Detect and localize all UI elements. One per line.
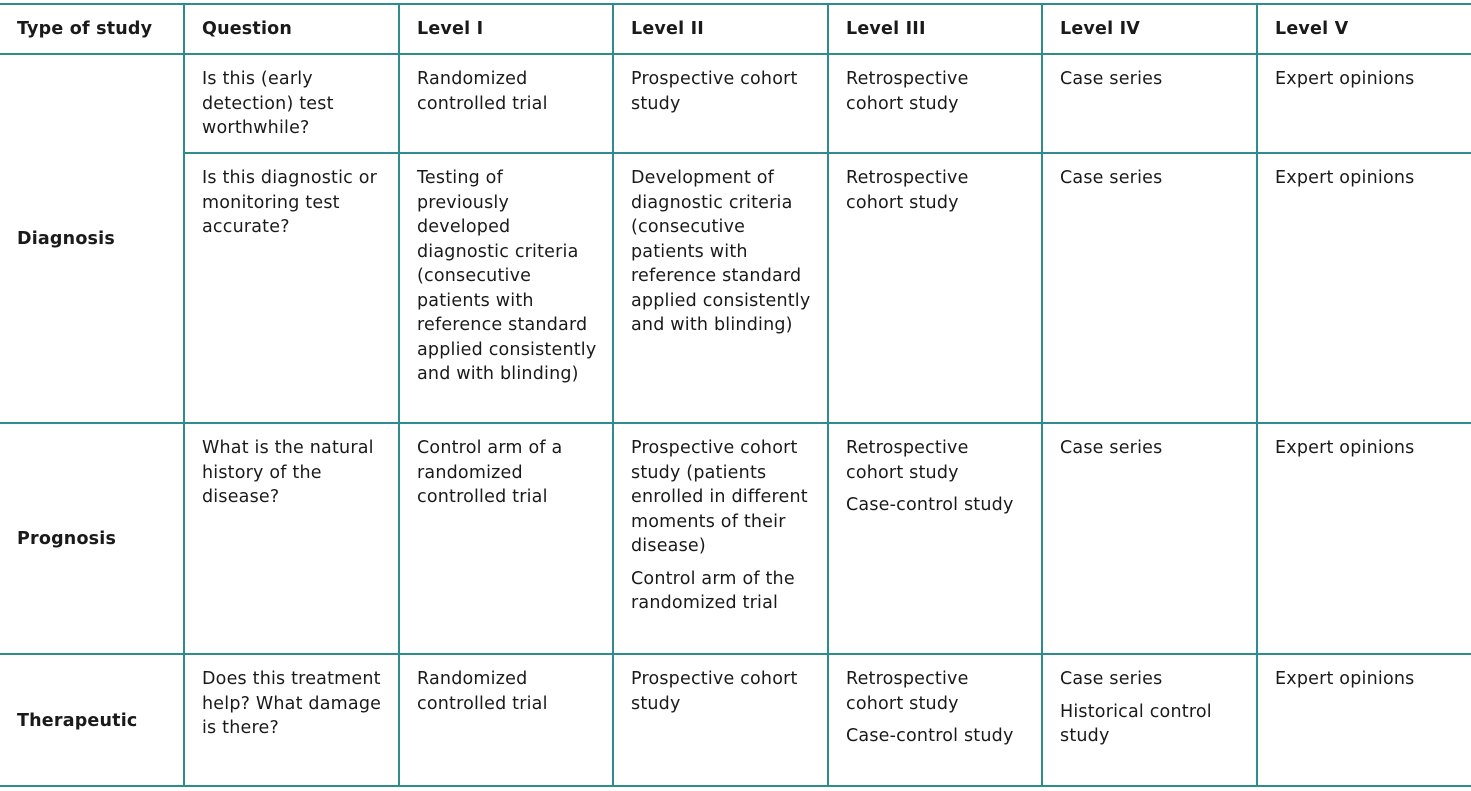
column-header: Question bbox=[183, 3, 400, 55]
level-cell: Prospective cohort study bbox=[612, 53, 829, 154]
level-cell: Case series bbox=[1041, 422, 1258, 655]
level-entry: Retrospective cohort study bbox=[846, 69, 969, 114]
level-entry: Prospective cohort study bbox=[631, 69, 798, 114]
level-entry: Case series bbox=[1060, 168, 1163, 188]
level-entry: Expert opinions bbox=[1275, 168, 1415, 188]
level-entry: Case-control study bbox=[846, 726, 1014, 746]
question: Does this treatment help? What damage is… bbox=[183, 653, 400, 787]
level-cell: Expert opinions bbox=[1256, 53, 1471, 154]
table-body: Diagnosis Is this (early detection) test … bbox=[0, 53, 1471, 787]
evidence-table: Type of study Question Level I Level II Leve… bbox=[0, 3, 1471, 787]
level-entry: Case series bbox=[1060, 438, 1163, 458]
table-row: Therapeutic Does this treatment help? Wha… bbox=[0, 653, 1471, 787]
question: Is this diagnostic or monitoring test ac… bbox=[184, 152, 400, 424]
question: Is this (early detection) test worthwhil… bbox=[183, 53, 400, 154]
question: What is the natural history of the disea… bbox=[183, 422, 400, 655]
column-header: Level V bbox=[1256, 3, 1471, 55]
level-cell: Testing of previously developed diagnost… bbox=[398, 152, 614, 424]
level-cell: Case series Historical control study bbox=[1041, 653, 1258, 787]
level-entry: Case series bbox=[1060, 69, 1163, 89]
header-row: Type of study Question Level I Level II Leve… bbox=[0, 3, 1471, 55]
level-cell: Randomized controlled trial bbox=[398, 653, 614, 787]
level-entry: Retrospective cohort study bbox=[846, 168, 969, 213]
level-cell: Case series bbox=[1041, 152, 1258, 424]
page-body: {"table": { "header": ["Type of study", … bbox=[0, 3, 1471, 791]
level-cell: Retrospective cohort study Case-control s… bbox=[827, 422, 1043, 655]
level-entry: Development of diagnostic criteria (cons… bbox=[631, 168, 811, 335]
level-cell: Prospective cohort study (patients enrol… bbox=[612, 422, 829, 655]
level-cell: Retrospective cohort study Case-control s… bbox=[827, 653, 1043, 787]
column-header: Level IV bbox=[1041, 3, 1258, 55]
level-entry: Expert opinions bbox=[1275, 69, 1415, 89]
level-entry: Case-control study bbox=[846, 495, 1014, 515]
level-cell: Control arm of a randomized controlled t… bbox=[398, 422, 614, 655]
column-header: Level I bbox=[398, 3, 614, 55]
column-header: Level II bbox=[612, 3, 829, 55]
level-entry: Control arm of the randomized trial bbox=[631, 568, 795, 614]
level-entry: Historical control study bbox=[1060, 701, 1212, 747]
column-header: Type of study bbox=[0, 3, 185, 55]
level-entry: Expert opinions bbox=[1275, 669, 1415, 689]
level-entry: Case series bbox=[1060, 669, 1163, 689]
level-cell: Expert opinions bbox=[1256, 422, 1471, 655]
table-row: Is this diagnostic or monitoring test ac… bbox=[0, 152, 1471, 424]
level-cell: Development of diagnostic criteria (cons… bbox=[612, 152, 829, 424]
level-entry: Prospective cohort study bbox=[631, 669, 798, 714]
column-header: Level III bbox=[827, 3, 1043, 55]
level-entry: Prospective cohort study (patients enrol… bbox=[631, 438, 808, 556]
level-entry: Randomized controlled trial bbox=[417, 69, 548, 114]
table-header: Type of study Question Level I Level II Leve… bbox=[0, 3, 1471, 55]
table-row: Diagnosis Is this (early detection) test … bbox=[0, 53, 1471, 424]
level-entry: Expert opinions bbox=[1275, 438, 1415, 458]
level-entry: Randomized controlled trial bbox=[417, 669, 548, 714]
study-type: Diagnosis bbox=[0, 53, 185, 424]
level-cell: Case series bbox=[1041, 53, 1258, 154]
level-entry: Testing of previously developed diagnost… bbox=[417, 168, 597, 384]
level-cell: Randomized controlled trial bbox=[398, 53, 614, 154]
study-type: Therapeutic bbox=[0, 653, 185, 787]
level-entry: Retrospective cohort study bbox=[846, 669, 969, 714]
level-entry: Control arm of a randomized controlled t… bbox=[417, 438, 563, 507]
level-cell: Prospective cohort study bbox=[612, 653, 829, 787]
level-cell: Expert opinions bbox=[1256, 152, 1471, 424]
level-cell: Expert opinions bbox=[1256, 653, 1471, 787]
table-row: Prognosis What is the natural history of … bbox=[0, 422, 1471, 655]
level-entry: Retrospective cohort study bbox=[846, 438, 969, 483]
level-cell: Retrospective cohort study bbox=[827, 53, 1043, 154]
study-type: Prognosis bbox=[0, 422, 185, 655]
level-cell: Retrospective cohort study bbox=[827, 152, 1043, 424]
